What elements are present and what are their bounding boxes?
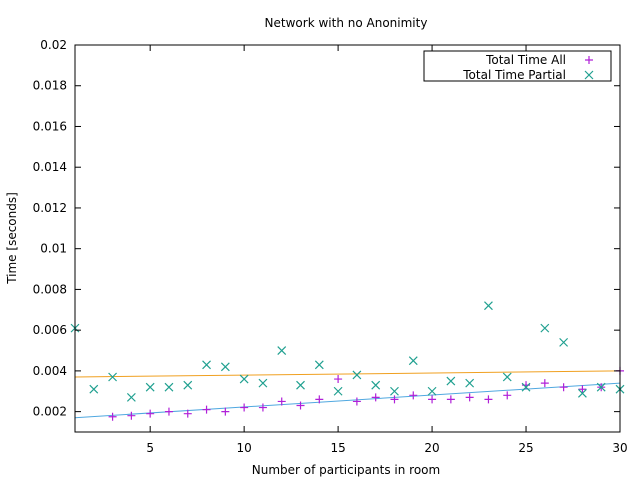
point-partial-7 [183,380,193,390]
y-tick-label-0.004: 0.004 [33,364,67,378]
point-all-16 [352,397,361,406]
point-partial-13 [296,380,305,390]
point-partial-4 [126,392,136,402]
x-tick-label-5: 5 [146,441,154,455]
point-all-14 [315,395,324,404]
point-partial-8 [202,360,211,370]
point-partial-11 [258,378,268,388]
point-partial-25 [521,382,531,392]
point-all-6 [164,407,173,416]
y-tick-label-0.002: 0.002 [33,405,67,419]
y-axis-label: Time [seconds] [5,192,19,285]
point-partial-23 [484,301,493,311]
point-all-5 [146,409,155,418]
x-tick-label-15: 15 [330,441,345,455]
axes: 5 10 15 20 25 30 0.002 0.004 0.006 0.008 0.01 0.012… [33,38,628,455]
point-partial-26 [540,323,550,333]
point-all-7 [183,409,192,418]
legend-marker-total-time-partial [584,70,594,80]
x-axis-label: Number of participants in room [252,463,440,477]
point-all-15 [334,375,343,384]
point-partial-24 [502,372,512,382]
y-tick-label-0.02: 0.02 [40,38,67,52]
point-all-24 [503,391,512,400]
point-all-9 [221,407,230,416]
point-partial-15 [333,386,343,396]
point-all-10 [240,403,249,412]
point-partial-16 [352,370,362,380]
y-tick-label-0.006: 0.006 [33,323,67,337]
y-tick-label-0.012: 0.012 [33,201,67,215]
point-partial-20 [427,386,437,396]
point-all-27 [559,383,568,392]
point-partial-29 [596,382,606,392]
point-partial-3 [108,372,118,382]
point-all-28 [578,385,587,394]
legend-box [423,50,612,82]
x-tick-label-10: 10 [236,441,251,455]
legend-label-total-time-partial: Total Time Partial [462,68,566,82]
y-tick-label-0.008: 0.008 [33,282,67,296]
point-partial-22 [465,378,475,388]
point-all-12 [277,397,286,406]
x-tick-label-25: 25 [518,441,533,455]
point-partial-19 [408,356,418,366]
point-partial-5 [145,382,155,392]
point-partial-28 [577,388,587,398]
point-all-3 [108,412,117,421]
y-tick-label-0.014: 0.014 [33,160,67,174]
point-partial-12 [277,346,287,355]
point-all-20 [428,395,437,404]
point-partial-2 [89,384,99,394]
point-partial-17 [371,380,381,390]
point-all-21 [446,395,455,404]
point-all-11 [258,403,267,412]
point-all-26 [540,379,549,388]
point-all-18 [390,395,399,404]
point-all-13 [296,401,305,410]
point-partial-14 [314,360,324,370]
fit-line-1 [74,370,621,378]
legend-label-total-time-all: Total Time All [485,53,566,67]
point-all-22 [465,393,474,402]
point-partial-6 [164,382,174,392]
legend-marker-total-time-all [585,56,593,64]
point-all-19 [409,391,418,400]
point-partial-9 [220,362,230,372]
x-tick-label-20: 20 [424,441,439,455]
y-tick-label-0.018: 0.018 [33,79,67,93]
point-partial-27 [559,337,569,347]
point-partial-18 [390,386,399,396]
chart-title: Network with no Anonimity [265,16,428,30]
point-partial-21 [446,376,456,386]
x-tick-label-30: 30 [612,441,627,455]
point-all-23 [484,395,493,404]
point-all-4 [127,411,136,420]
legend: Total Time All Total Time Partial [423,50,612,82]
point-all-8 [202,405,211,414]
y-tick-label-0.01: 0.01 [40,242,67,256]
point-all-17 [371,393,380,402]
point-partial-10 [239,374,249,384]
plot-frame [74,44,621,433]
y-tick-label-0.016: 0.016 [33,119,67,133]
